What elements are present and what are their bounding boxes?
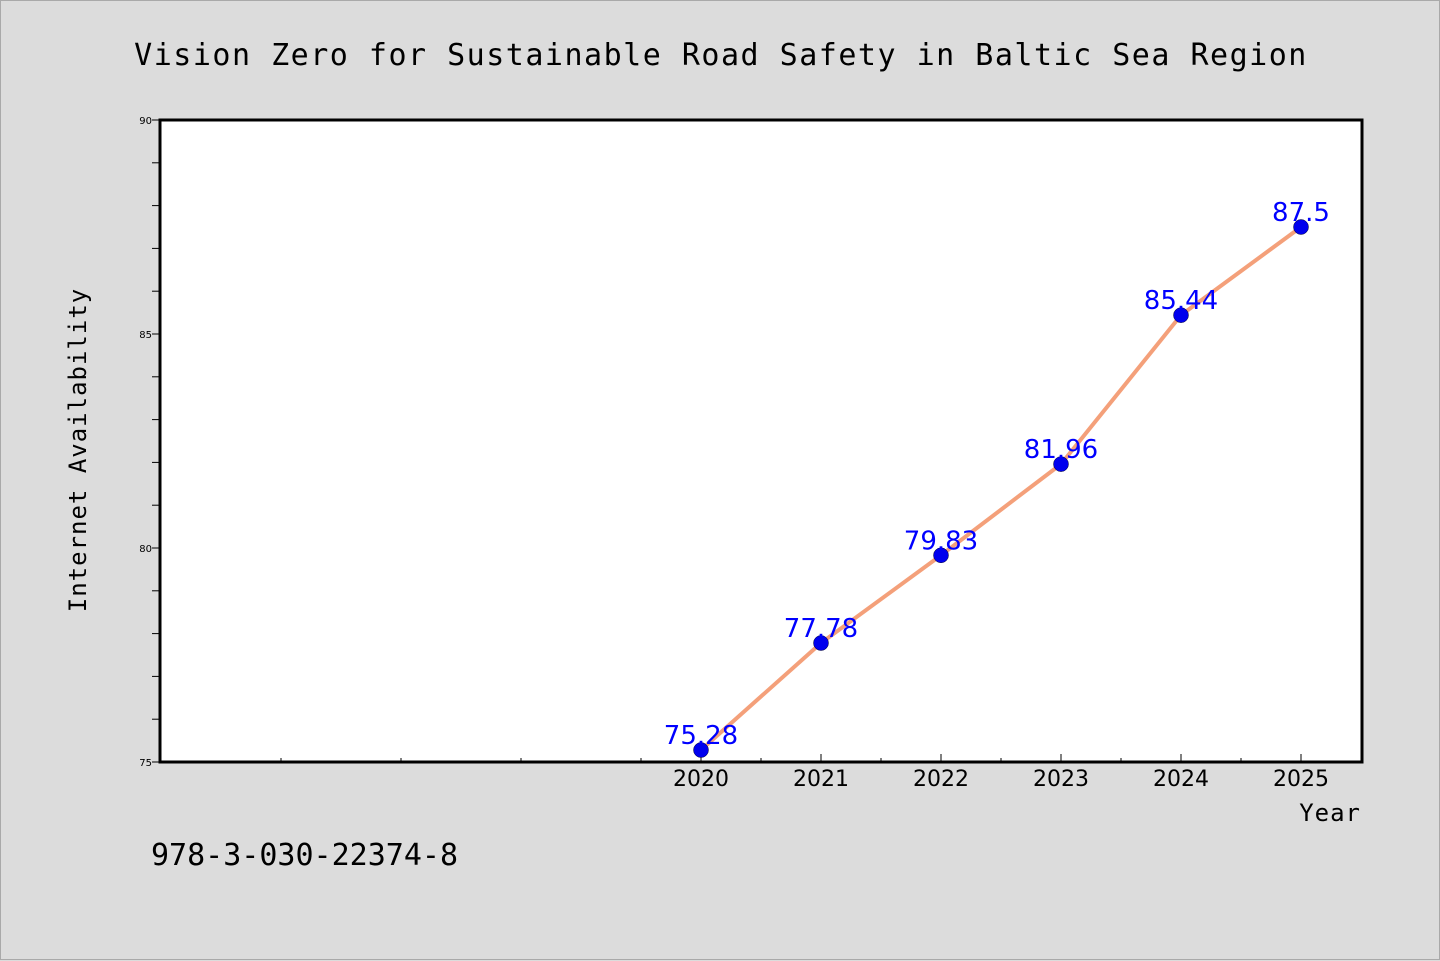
- x-tick-label: 2021: [793, 767, 849, 792]
- y-tick-label: 90: [139, 116, 152, 127]
- chart-title: Vision Zero for Sustainable Road Safety …: [134, 38, 1308, 73]
- data-label: 75.28: [664, 721, 738, 751]
- data-label: 85.44: [1144, 286, 1218, 316]
- x-tick-label: 2023: [1033, 767, 1089, 792]
- series-layer: 75.28 77.78 79.83 81.96 85.44 87.5: [664, 198, 1330, 758]
- data-label: 81.96: [1024, 435, 1098, 465]
- plot-area: [158, 118, 1364, 764]
- data-label: 77.78: [784, 614, 858, 644]
- data-point: [1293, 219, 1309, 235]
- data-point: [1173, 307, 1189, 323]
- x-tick-label: 2022: [913, 767, 969, 792]
- isbn-text: 978-3-030-22374-8: [151, 838, 458, 873]
- data-label: 79.83: [904, 526, 978, 556]
- data-point: [693, 742, 709, 758]
- series-line: [699, 225, 1303, 752]
- x-tick-label: 2024: [1153, 767, 1209, 792]
- data-point: [1053, 456, 1069, 472]
- y-axis-label: Internet Availability: [64, 288, 92, 612]
- x-tick-label: 2020: [673, 767, 729, 792]
- y-tick-label: 85: [139, 330, 152, 341]
- data-point: [813, 635, 829, 651]
- x-axis-label: Year: [1299, 799, 1361, 827]
- data-point: [933, 547, 949, 564]
- data-label: 87.5: [1272, 198, 1330, 228]
- x-axis: 2020 2021 2022 2023 2024 2025: [160, 754, 1329, 792]
- y-axis: 75 80 85 90: [139, 116, 160, 769]
- y-tick-label: 75: [139, 758, 152, 769]
- y-tick-label: 80: [139, 544, 152, 555]
- x-tick-label: 2025: [1273, 767, 1329, 792]
